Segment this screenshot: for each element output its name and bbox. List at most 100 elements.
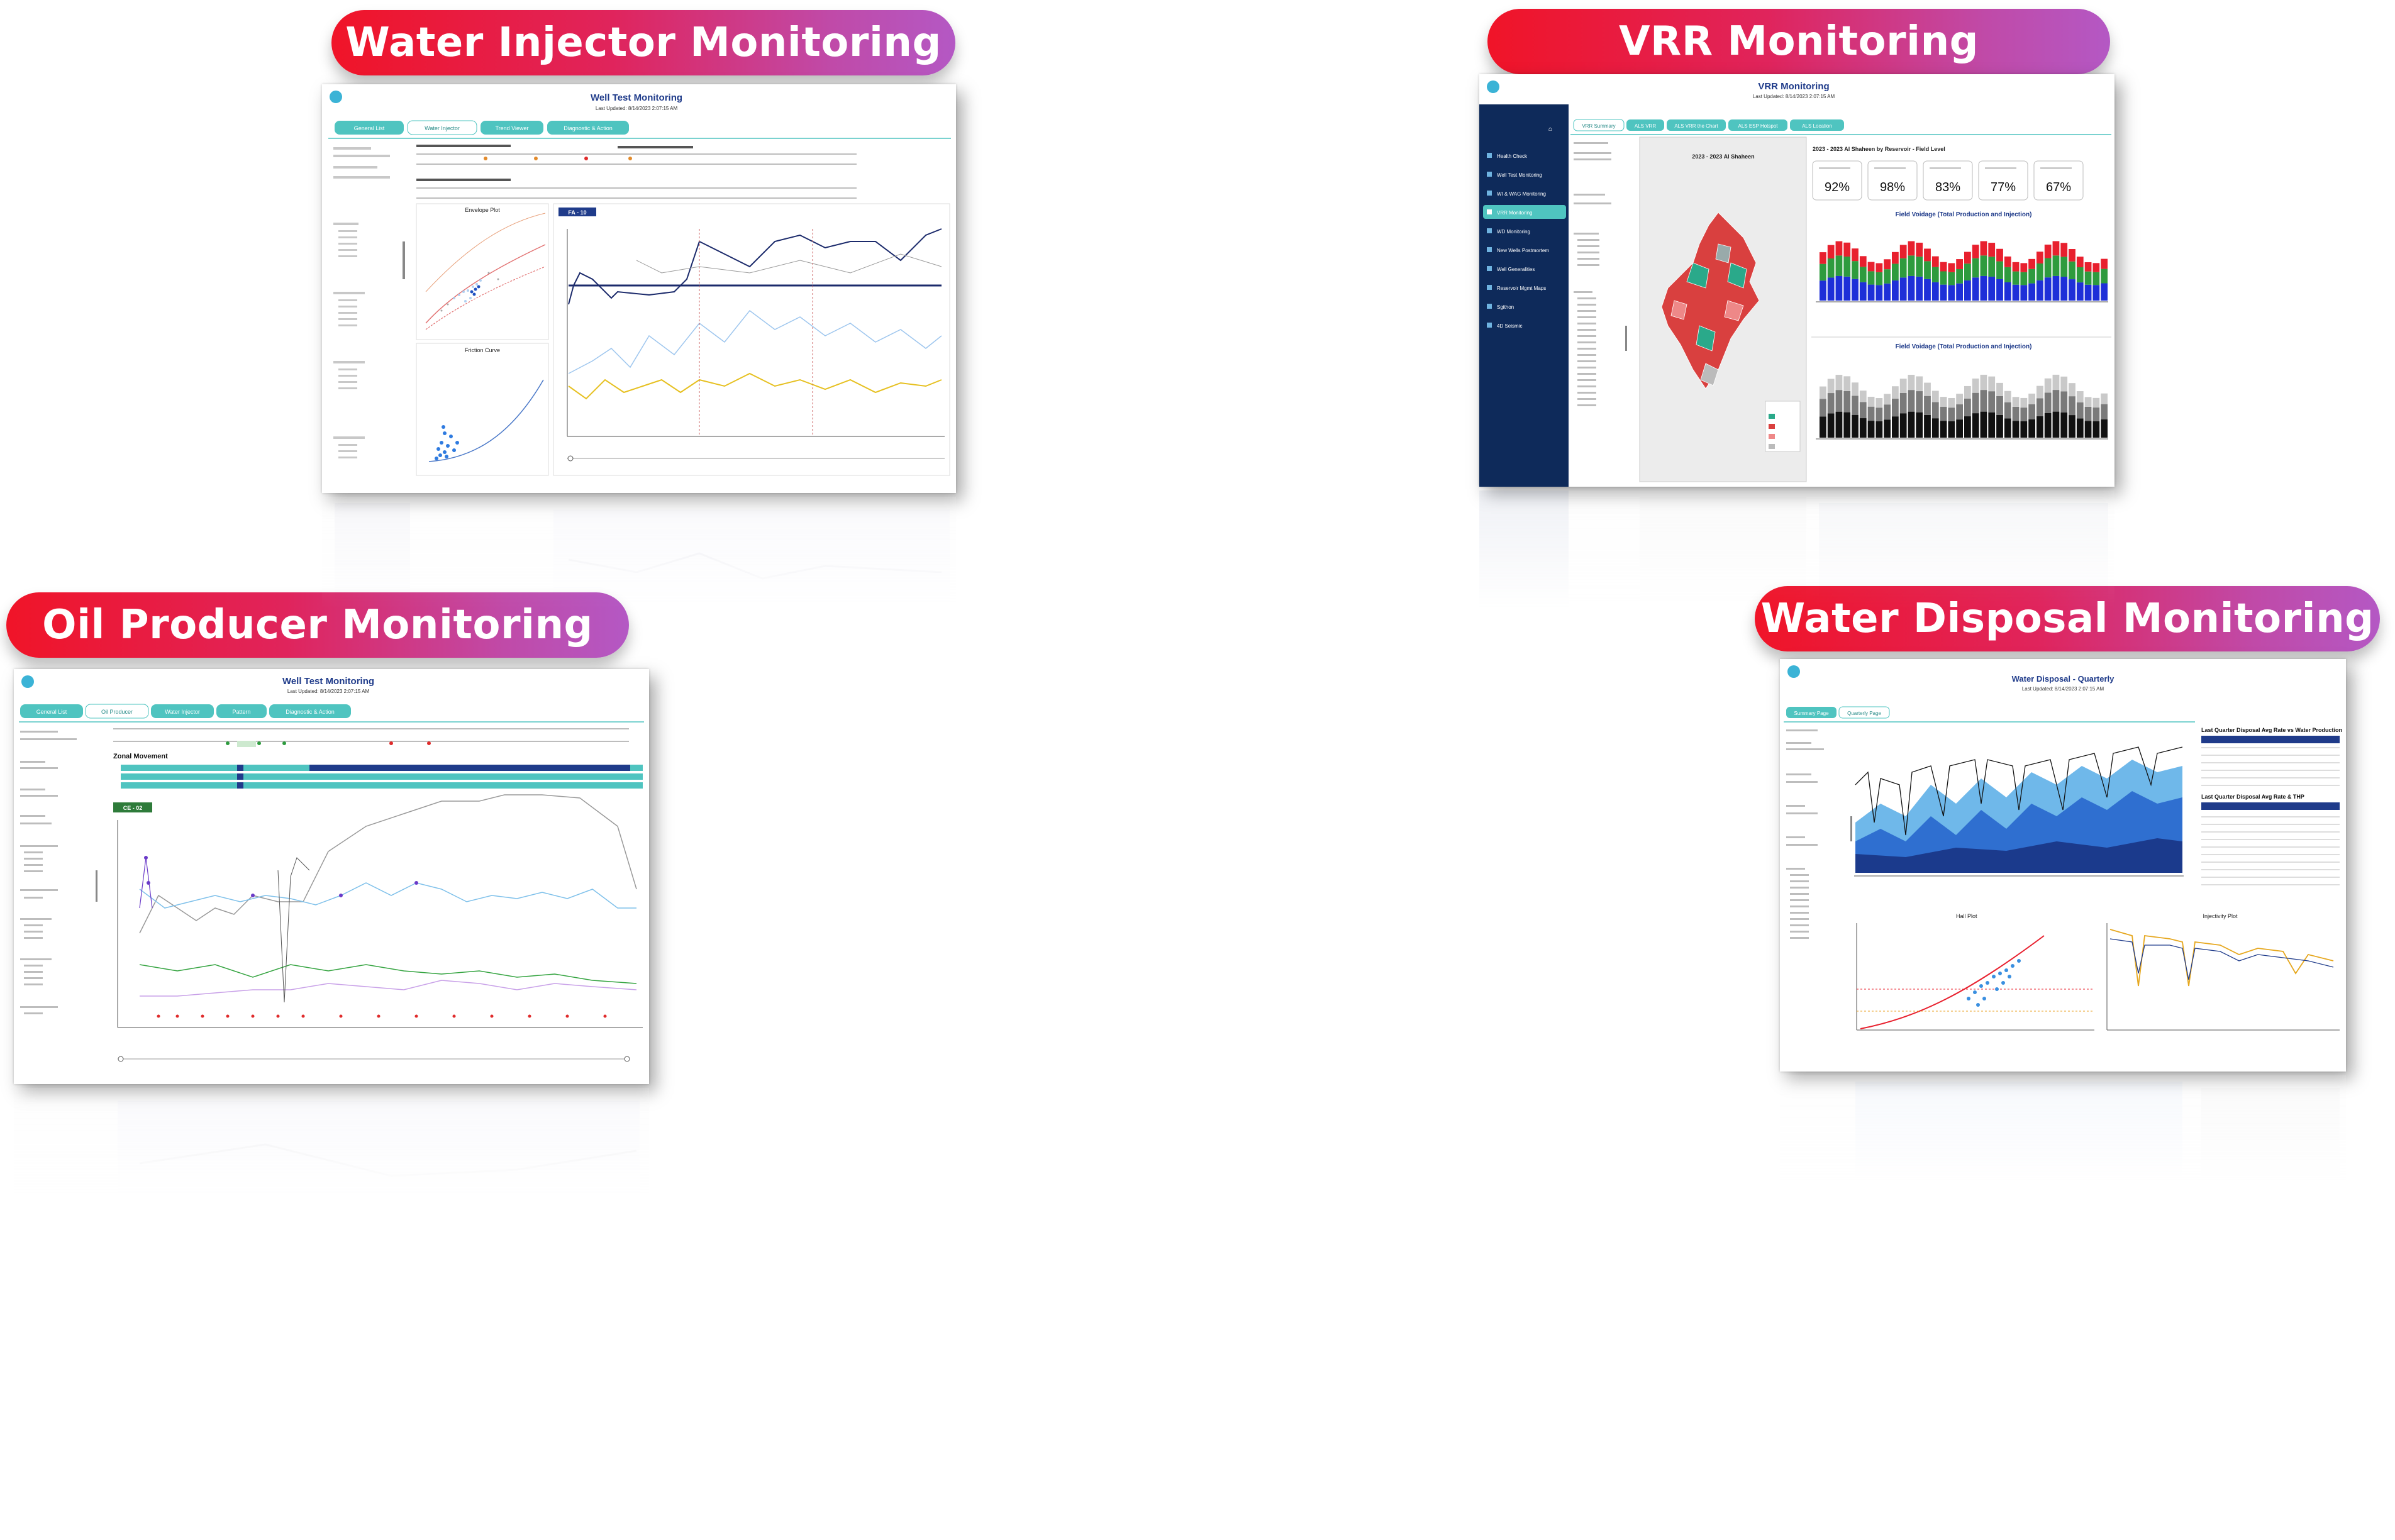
tab-summary-page[interactable]: Summary Page: [1786, 707, 1837, 718]
voidage-bar: [1924, 279, 1931, 301]
water-injector-screenshot: Well Test Monitoring Last Updated: 8/14/…: [322, 84, 956, 493]
voidage-bar: [1988, 391, 1996, 413]
svg-text:Well Test Monitoring: Well Test Monitoring: [1497, 172, 1542, 178]
map-title: 2023 - 2023 Al Shaheen: [1692, 153, 1754, 160]
voidage-bar: [1859, 418, 1867, 438]
water-disposal-screenshot: Water Disposal - Quarterly Last Updated:…: [1780, 659, 2346, 1072]
voidage-bar: [1892, 386, 1899, 399]
voidage-bar: [2028, 404, 2035, 420]
voidage-bars-2: [1820, 374, 2108, 438]
nav-4d-seismic[interactable]: 4D Seismic: [1487, 323, 1522, 329]
voidage-bar: [1956, 269, 1963, 284]
voidage-bar: [1899, 379, 1907, 393]
tab-water-injector[interactable]: Water Injector: [151, 704, 214, 718]
voidage-bar: [1916, 391, 1923, 413]
voidage-bar: [2020, 285, 2028, 301]
tab-trend-viewer[interactable]: Trend Viewer: [481, 121, 543, 135]
nav-well-test-monitoring[interactable]: Well Test Monitoring: [1487, 172, 1542, 178]
voidage-bar: [1875, 421, 1883, 438]
voidage-bar: [1867, 406, 1875, 421]
friction-scatter: [435, 425, 459, 460]
voidage-bar: [1875, 263, 1883, 272]
nav-health-check[interactable]: Health Check: [1487, 153, 1528, 159]
tab-water-injector[interactable]: Water Injector: [407, 120, 477, 135]
voidage-bar: [1892, 263, 1899, 281]
filter-pane[interactable]: [1574, 142, 1611, 406]
voidage-bar: [2044, 378, 2052, 393]
voidage-bar: [2044, 277, 2052, 301]
nav-new-wells-postmortem[interactable]: New Wells Postmortem: [1487, 247, 1549, 253]
tab-diagnostic-action[interactable]: Diagnostic & Action: [269, 704, 351, 718]
nav-wd-monitoring[interactable]: WD Monitoring: [1487, 228, 1530, 235]
nav-vrr-monitoring[interactable]: VRR Monitoring: [1483, 205, 1566, 219]
voidage-bar: [2069, 248, 2075, 262]
voidage-bar: [1859, 391, 1867, 402]
well-badge: FA - 10: [568, 209, 586, 216]
disposal-area-chart: [1854, 746, 2184, 877]
voidage-bar: [2076, 402, 2084, 419]
dashboard-title: Water Disposal - Quarterly: [2012, 674, 2115, 684]
nav-wi-wag-monitoring[interactable]: WI & WAG Monitoring: [1487, 191, 1546, 197]
tab-vrr-summary[interactable]: VRR Summary: [1573, 119, 1625, 131]
svg-text:Diagnostic & Action: Diagnostic & Action: [286, 709, 335, 715]
voidage-bar: [2076, 391, 2084, 402]
voidage-bar: [1835, 241, 1843, 256]
voidage-bar: [1924, 396, 1931, 415]
voidage-bar: [2020, 407, 2028, 421]
tab-als-vrr[interactable]: ALS VRR: [1626, 119, 1664, 131]
voidage-bar: [1924, 414, 1931, 438]
voidage-bar: [2069, 279, 2075, 301]
company-logo-icon: [1487, 80, 1499, 93]
voidage-bar: [1843, 412, 1851, 438]
heading-oil-producer: Oil Producer Monitoring: [6, 592, 629, 658]
voidage-bar: [2037, 398, 2043, 416]
voidage-bar: [1827, 393, 1835, 414]
voidage-bar: [2004, 391, 2011, 402]
voidage-bar: [1875, 398, 1883, 408]
heading-vrr: VRR Monitoring: [1487, 9, 2110, 74]
voidage-bar: [1852, 261, 1859, 279]
tab-general-list[interactable]: General List: [20, 704, 83, 718]
filter-pane[interactable]: [20, 731, 77, 1014]
voidage-bar: [2076, 267, 2084, 283]
voidage-bar: [1843, 391, 1851, 413]
voidage-bar: [2020, 397, 2028, 408]
tab-als-vrr-chart[interactable]: ALS VRR the Chart: [1667, 119, 1726, 131]
voidage-bar: [1940, 397, 1947, 407]
tab-oil-producer[interactable]: Oil Producer: [85, 704, 149, 719]
tab-quarterly-page[interactable]: Quarterly Page: [1838, 706, 1890, 719]
voidage-bar: [1852, 279, 1859, 301]
nav-well-generalities[interactable]: Well Generalities: [1487, 266, 1535, 272]
friction-curve-title: Friction Curve: [465, 347, 500, 353]
kpi-value: 92%: [1825, 180, 1850, 194]
svg-text:Reservoir Mgmt Maps: Reservoir Mgmt Maps: [1497, 285, 1546, 291]
voidage-bar: [1931, 256, 1939, 267]
last-updated: Last Updated: 8/14/2023 2:07:15 AM: [2022, 686, 2104, 692]
voidage-bar: [1859, 267, 1867, 282]
voidage-bar: [1827, 413, 1835, 438]
tab-als-esp-hotspot[interactable]: ALS ESP Hotspot: [1728, 119, 1787, 131]
home-icon[interactable]: ⌂: [1548, 126, 1552, 133]
nav-sgithon[interactable]: Sgithon: [1487, 304, 1514, 310]
voidage-bar: [2101, 404, 2108, 419]
voidage-bar: [1884, 259, 1891, 270]
voidage-bar: [1852, 396, 1859, 415]
voidage-bar: [1843, 257, 1851, 277]
filter-pane[interactable]: [333, 147, 390, 458]
tab-diagnostic-action[interactable]: Diagnostic & Action: [547, 121, 629, 135]
voidage-bar: [1972, 258, 1979, 278]
tab-general-list[interactable]: General List: [335, 121, 404, 135]
voidage-bar: [2044, 413, 2052, 438]
voidage-bar: [1867, 421, 1875, 438]
voidage-bar: [1859, 256, 1867, 267]
tab-pattern[interactable]: Pattern: [216, 704, 267, 718]
voidage-bar: [2012, 284, 2020, 301]
company-logo-icon: [330, 91, 342, 103]
oil-producer-reflection: [14, 1088, 649, 1201]
voidage-bar: [1948, 272, 1955, 285]
water-disposal-reflection: [1780, 1075, 2346, 1188]
nav-reservoir-maps[interactable]: Reservoir Mgmt Maps: [1487, 285, 1546, 291]
tab-als-location[interactable]: ALS Location: [1790, 119, 1844, 131]
filter-pane[interactable]: [1786, 729, 1824, 939]
voidage-bar: [1908, 390, 1915, 412]
